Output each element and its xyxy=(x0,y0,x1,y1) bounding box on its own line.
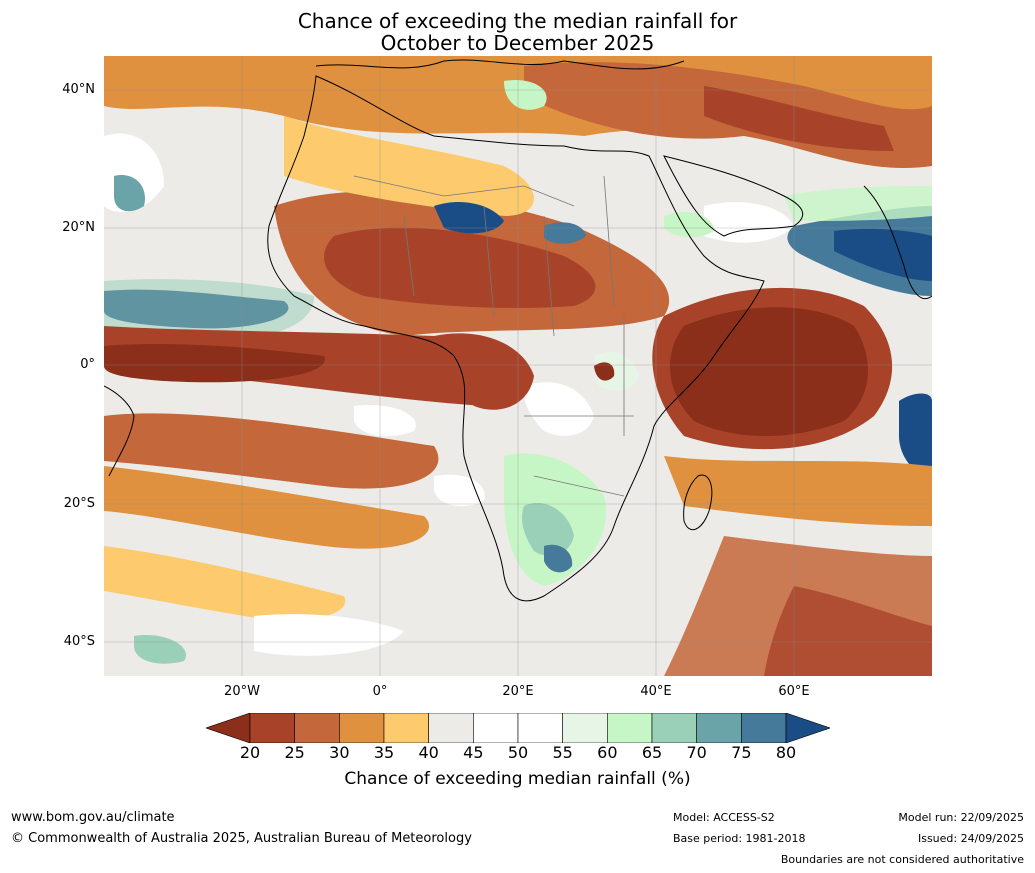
colorbar-cell xyxy=(741,713,787,743)
colorbar-tick-label: 35 xyxy=(373,743,395,762)
lat-label-20n: 20°N xyxy=(62,220,95,235)
colorbar-cell xyxy=(651,713,697,743)
arabia-coastline xyxy=(663,155,804,237)
colorbar-tick-label: 70 xyxy=(686,743,707,762)
footer-copyright: © Commonwealth of Australia 2025, Austra… xyxy=(11,831,472,846)
south-america-coastline xyxy=(104,385,135,477)
africa-coastline xyxy=(267,75,765,602)
europe-coastline xyxy=(315,59,685,70)
lat-label-40s: 40°S xyxy=(63,634,95,649)
lat-label-20s: 20°S xyxy=(63,496,95,511)
colorbar-tick-label: 60 xyxy=(597,743,618,762)
colorbar-tick-label: 20 xyxy=(239,743,261,762)
colorbar-high-arrow xyxy=(785,713,830,743)
colorbar-cell xyxy=(562,713,608,743)
colorbar-label: Chance of exceeding median rainfall (%) xyxy=(344,769,691,789)
lon-label-0: 0° xyxy=(372,684,388,699)
colorbar-tick-label: 40 xyxy=(418,743,439,762)
colorbar-cell xyxy=(383,713,429,743)
lat-label-40n: 40°N xyxy=(62,82,95,97)
footer-url[interactable]: www.bom.gov.au/climate xyxy=(11,810,175,825)
graticule xyxy=(104,56,932,676)
lon-label-20w: 20°W xyxy=(224,684,260,699)
madagascar-coastline xyxy=(683,474,713,531)
footer-issued: Issued: 24/09/2025 xyxy=(917,832,1024,845)
probability-fill xyxy=(104,56,932,676)
colorbar-tick-label: 50 xyxy=(507,743,529,762)
lat-label-equator: 0° xyxy=(80,357,95,372)
footer-disclaimer: Boundaries are not considered authoritat… xyxy=(780,853,1024,866)
lon-label-60e: 60°E xyxy=(778,684,810,699)
colorbar-tick-label: 30 xyxy=(329,743,350,762)
colorbar-cell xyxy=(339,713,385,743)
lon-label-20e: 20°E xyxy=(502,684,534,699)
footer-model-run: Model run: 22/09/2025 xyxy=(898,811,1024,824)
colorbar-cell xyxy=(473,713,519,743)
colorbar-cell xyxy=(428,713,474,743)
colorbar-cell xyxy=(607,713,653,743)
colorbar-cell xyxy=(696,713,742,743)
rainfall-map-svg xyxy=(104,56,932,676)
title-line-1: Chance of exceeding the median rainfall … xyxy=(297,9,738,33)
colorbar xyxy=(206,713,830,743)
footer-base-period: Base period: 1981-2018 xyxy=(673,832,806,845)
colorbar-cell xyxy=(294,713,340,743)
lon-label-40e: 40°E xyxy=(640,684,672,699)
colorbar-cell xyxy=(517,713,563,743)
india-coastline xyxy=(863,185,932,299)
country-borders xyxy=(353,175,634,497)
colorbar-cells xyxy=(249,713,787,743)
colorbar-tick-label: 80 xyxy=(775,743,797,762)
coastlines xyxy=(104,59,932,602)
colorbar-low-arrow xyxy=(206,713,251,743)
colorbar-tick-label: 75 xyxy=(731,743,752,762)
footer-model: Model: ACCESS-S2 xyxy=(673,811,775,824)
title-line-2: October to December 2025 xyxy=(380,31,655,55)
colorbar-cell xyxy=(249,713,295,743)
colorbar-tick-label: 55 xyxy=(552,743,573,762)
colorbar-tick-label: 65 xyxy=(641,743,663,762)
rainfall-map xyxy=(104,56,932,676)
colorbar-tick-label: 45 xyxy=(463,743,484,762)
colorbar-tick-label: 25 xyxy=(284,743,305,762)
map-title: Chance of exceeding the median rainfall … xyxy=(0,10,1035,54)
